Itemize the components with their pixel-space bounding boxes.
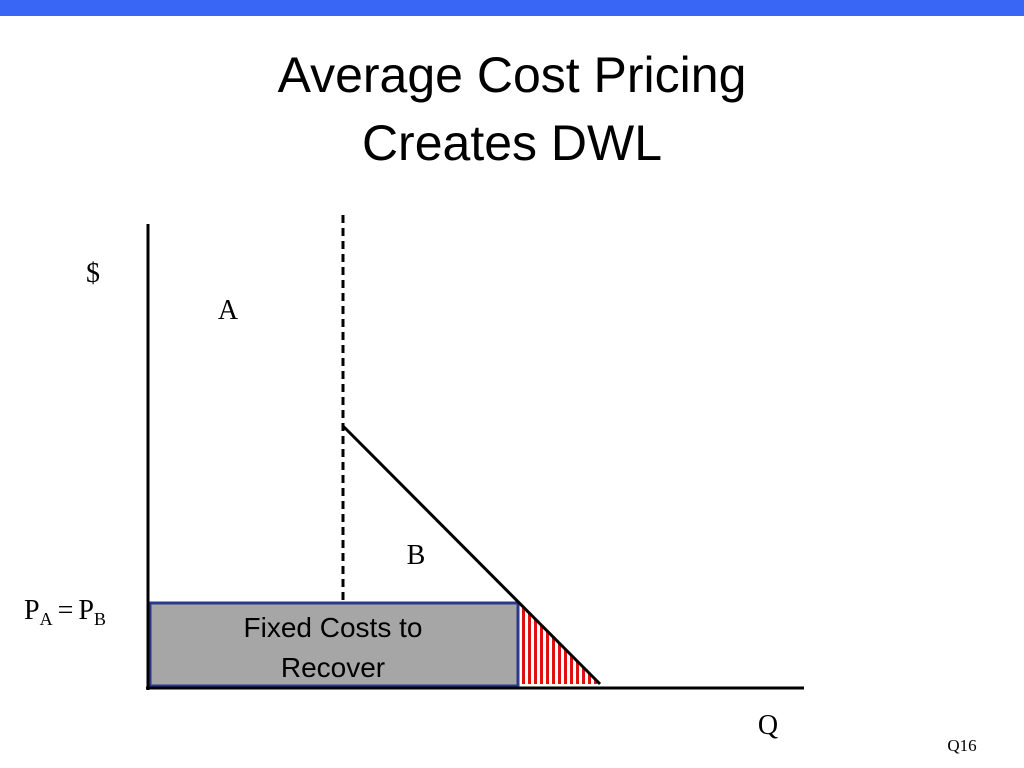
y-axis-label: $ <box>86 258 100 289</box>
demand-line <box>341 424 602 686</box>
top-bar <box>0 0 1024 16</box>
box-label: Recover <box>281 652 385 683</box>
price-p: P <box>24 595 40 626</box>
price-sub: A <box>40 609 53 629</box>
price-p: P <box>78 595 94 626</box>
region-label: B <box>407 540 426 571</box>
title-line: Average Cost Pricing <box>278 47 747 103</box>
title-line: Creates DWL <box>362 115 662 171</box>
region-label: A <box>218 295 239 326</box>
fixed-cost-box <box>148 601 520 688</box>
price-eq: = <box>58 595 74 626</box>
box-label: Fixed Costs to <box>244 612 423 643</box>
x-axis-label: Q <box>758 710 778 741</box>
slide-number: Q16 <box>947 736 976 755</box>
price-sub: B <box>94 609 106 629</box>
price-label: PA = PB <box>24 595 106 629</box>
